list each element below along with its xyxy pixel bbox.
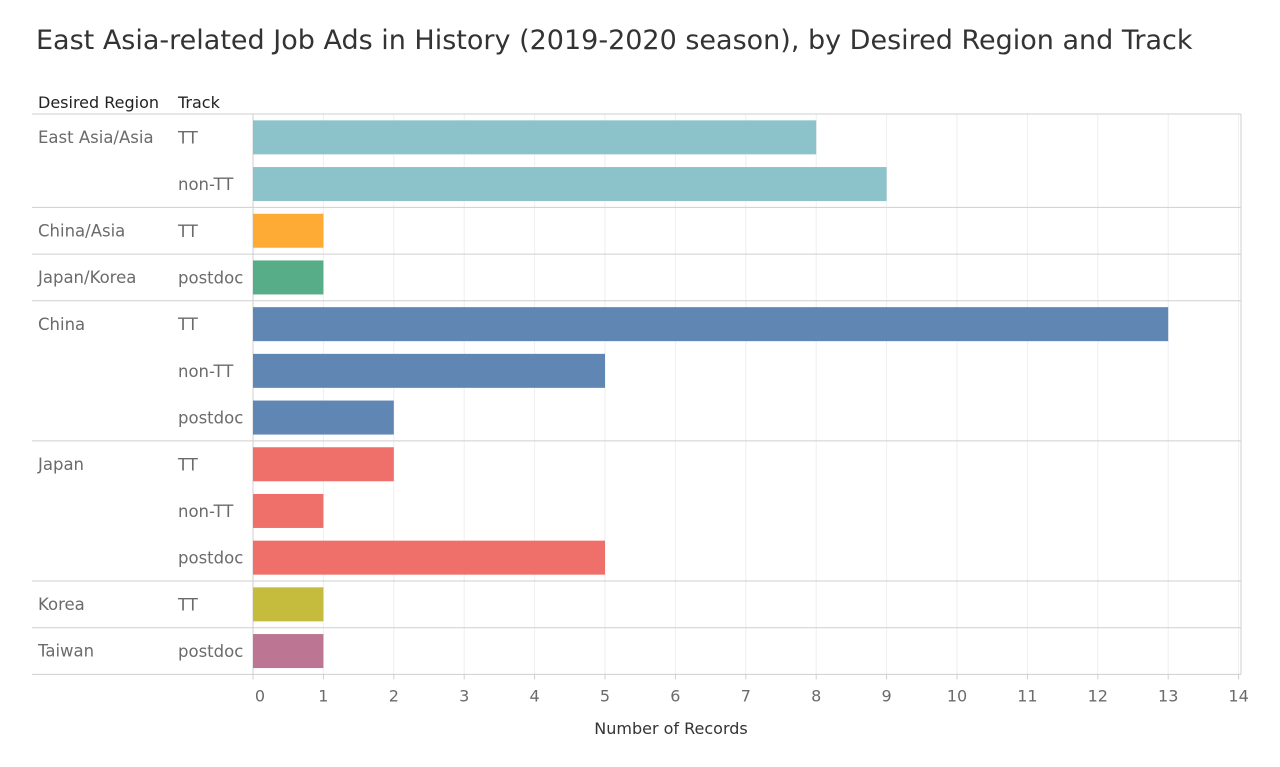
track-label: TT bbox=[177, 595, 199, 614]
bar[interactable] bbox=[253, 260, 324, 295]
row-labels: East Asia/Asia TT non-TT China/Asia TT Japan/… bbox=[37, 128, 243, 661]
region-column-header: Desired Region bbox=[38, 93, 159, 112]
x-tick-label: 2 bbox=[389, 686, 399, 705]
track-label: TT bbox=[177, 455, 199, 474]
bar[interactable] bbox=[253, 213, 324, 248]
region-label: Japan/Korea bbox=[37, 268, 136, 287]
track-label: non-TT bbox=[178, 502, 234, 521]
x-tick-label: 0 bbox=[255, 686, 265, 705]
track-label: non-TT bbox=[178, 362, 234, 381]
region-separators bbox=[32, 113, 1242, 675]
x-tick-label: 11 bbox=[1017, 686, 1037, 705]
track-label: non-TT bbox=[178, 175, 234, 194]
x-axis: 0 1 2 3 4 5 6 7 8 9 10 11 12 13 14 bbox=[252, 674, 1249, 705]
track-column-header: Track bbox=[177, 93, 221, 112]
region-label: Japan bbox=[37, 455, 84, 474]
x-tick-label: 12 bbox=[1088, 686, 1108, 705]
bar[interactable] bbox=[253, 587, 324, 622]
x-tick-label: 3 bbox=[459, 686, 469, 705]
x-tick-label: 4 bbox=[530, 686, 540, 705]
track-label: postdoc bbox=[178, 549, 243, 568]
region-label: China bbox=[38, 315, 85, 334]
track-label: postdoc bbox=[178, 268, 243, 287]
bar[interactable] bbox=[253, 493, 324, 528]
track-label: TT bbox=[177, 315, 199, 334]
bar[interactable] bbox=[253, 634, 324, 669]
track-label: postdoc bbox=[178, 642, 243, 661]
region-label: East Asia/Asia bbox=[38, 128, 154, 147]
track-label: TT bbox=[177, 128, 199, 147]
region-label: Taiwan bbox=[37, 642, 94, 661]
x-tick-label: 14 bbox=[1228, 686, 1248, 705]
x-tick-label: 13 bbox=[1158, 686, 1178, 705]
x-tick-label: 1 bbox=[318, 686, 328, 705]
chart-title: East Asia-related Job Ads in History (20… bbox=[36, 25, 1193, 56]
track-label: TT bbox=[177, 222, 199, 241]
track-label: postdoc bbox=[178, 409, 243, 428]
x-tick-label: 10 bbox=[947, 686, 967, 705]
x-tick-label: 7 bbox=[741, 686, 751, 705]
region-label: Korea bbox=[38, 595, 85, 614]
x-axis-title: Number of Records bbox=[594, 719, 747, 738]
x-tick-label: 8 bbox=[811, 686, 821, 705]
x-tick-label: 6 bbox=[670, 686, 680, 705]
x-tick-label: 5 bbox=[600, 686, 610, 705]
x-tick-label: 9 bbox=[882, 686, 892, 705]
bar[interactable] bbox=[253, 400, 394, 435]
bar[interactable] bbox=[253, 167, 887, 202]
bar[interactable] bbox=[253, 120, 817, 155]
bar[interactable] bbox=[253, 540, 605, 575]
bar[interactable] bbox=[253, 353, 605, 388]
bar[interactable] bbox=[253, 307, 1169, 342]
region-label: China/Asia bbox=[38, 221, 125, 240]
bar[interactable] bbox=[253, 447, 394, 482]
bars bbox=[253, 120, 1169, 669]
